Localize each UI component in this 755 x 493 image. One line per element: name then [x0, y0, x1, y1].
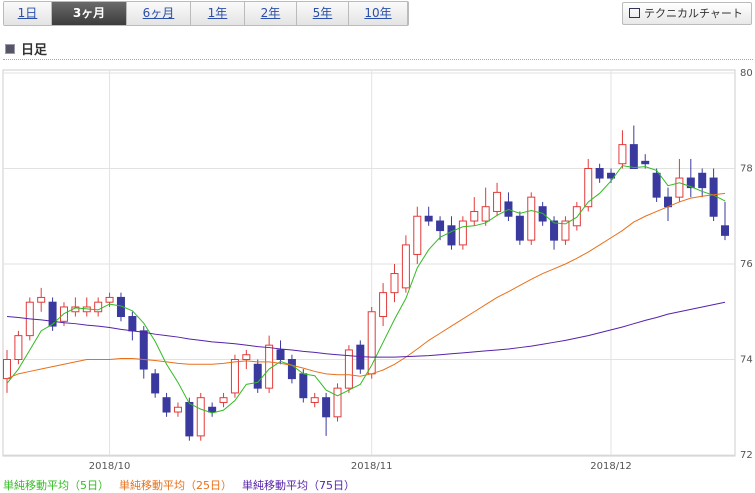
- candle-body: [276, 349, 285, 361]
- range-tab[interactable]: 1年: [191, 2, 245, 25]
- y-tick-label: 80: [740, 68, 753, 79]
- candle-body: [128, 316, 137, 332]
- range-tabs: 1日 3ヶ月 6ヶ月 1年 2年 5年 10年: [3, 1, 409, 26]
- candle-body: [94, 301, 103, 313]
- plot-area: [2, 69, 736, 457]
- candle-body: [595, 168, 604, 179]
- candle-body: [470, 210, 479, 222]
- moving-average-line: [6, 301, 726, 358]
- candle-body: [481, 206, 490, 222]
- section-heading: 日足: [5, 39, 47, 58]
- section-title: 日足: [21, 43, 48, 58]
- candle-body: [230, 359, 239, 394]
- candle-body: [584, 168, 593, 208]
- range-tab[interactable]: 2年: [245, 2, 297, 25]
- candle-body: [208, 406, 217, 413]
- candle-body: [675, 177, 684, 198]
- candle-body: [401, 244, 410, 289]
- range-tab[interactable]: 1日: [4, 2, 52, 25]
- candle-body: [709, 177, 718, 217]
- candle-body: [48, 301, 57, 327]
- range-tab[interactable]: 10年: [349, 2, 408, 25]
- y-tick-label: 72: [740, 450, 753, 461]
- candle-body: [265, 344, 274, 389]
- candle-body: [196, 397, 205, 437]
- candle-body: [242, 354, 251, 361]
- candle-body: [390, 273, 399, 294]
- candle-body: [652, 172, 661, 198]
- candle-body: [527, 196, 536, 241]
- candle-body: [698, 172, 707, 189]
- candle-body: [550, 220, 559, 241]
- y-tick-label: 76: [740, 259, 753, 270]
- x-tick-label: 2018/11: [351, 461, 393, 472]
- candle-body: [151, 373, 160, 394]
- candle-body: [219, 397, 228, 403]
- button-label[interactable]: テクニカルチャート: [644, 7, 743, 20]
- candle-body: [572, 206, 581, 227]
- range-tab[interactable]: 6ヶ月: [127, 2, 191, 25]
- candle-body: [344, 349, 353, 389]
- candle-body: [515, 215, 524, 241]
- candle-body: [424, 215, 433, 222]
- moving-average-line: [6, 192, 726, 380]
- candle-body: [139, 330, 148, 370]
- candle-body: [105, 296, 114, 303]
- candle-body: [618, 144, 627, 165]
- candle-body: [287, 359, 296, 380]
- candle-body: [686, 177, 695, 189]
- candle-body: [493, 191, 502, 212]
- candle-body: [333, 387, 342, 418]
- candle-body: [447, 225, 456, 246]
- candle-body: [310, 397, 319, 403]
- candle-body: [185, 401, 194, 437]
- candle-body: [561, 220, 570, 241]
- candle-body: [629, 144, 638, 169]
- candle-body: [14, 335, 23, 360]
- candle-body: [641, 160, 650, 165]
- candle-body: [37, 296, 46, 303]
- legend-entry: 単純移動平均（75日）: [242, 479, 355, 492]
- candle-body: [379, 292, 388, 318]
- candle-body: [322, 397, 331, 418]
- legend-entry: 単純移動平均（5日）: [3, 479, 109, 492]
- candle-body: [721, 225, 729, 236]
- divider: [3, 59, 753, 60]
- candle-body: [173, 406, 182, 413]
- range-tab[interactable]: 3ヶ月: [52, 2, 127, 25]
- candle-body: [458, 220, 467, 246]
- y-tick-label: 74: [740, 355, 753, 366]
- candle-body: [436, 220, 445, 232]
- candle-body: [413, 215, 422, 255]
- candle-body: [253, 363, 262, 389]
- legend: 単純移動平均（5日） 単純移動平均（25日） 単純移動平均（75日）: [3, 477, 365, 493]
- x-tick-label: 2018/12: [590, 461, 632, 472]
- candle-body: [299, 373, 308, 399]
- legend-entry: 単純移動平均（25日）: [119, 479, 232, 492]
- technical-chart-button[interactable]: テクニカルチャート: [622, 2, 752, 25]
- y-tick-label: 78: [740, 164, 753, 175]
- range-tab[interactable]: 5年: [297, 2, 349, 25]
- x-tick-label: 2018/10: [89, 461, 131, 472]
- candle-body: [162, 397, 171, 413]
- candle-body: [3, 359, 11, 380]
